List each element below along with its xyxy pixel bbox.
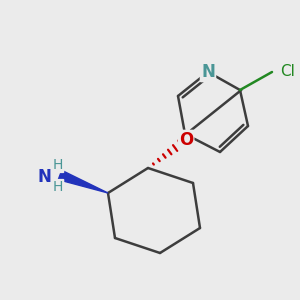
Text: Cl: Cl [280, 64, 295, 80]
Polygon shape [58, 170, 108, 193]
Text: O: O [179, 131, 193, 149]
Text: H: H [53, 158, 63, 172]
Text: N: N [201, 63, 215, 81]
Text: H: H [53, 180, 63, 194]
Text: N: N [37, 168, 51, 186]
